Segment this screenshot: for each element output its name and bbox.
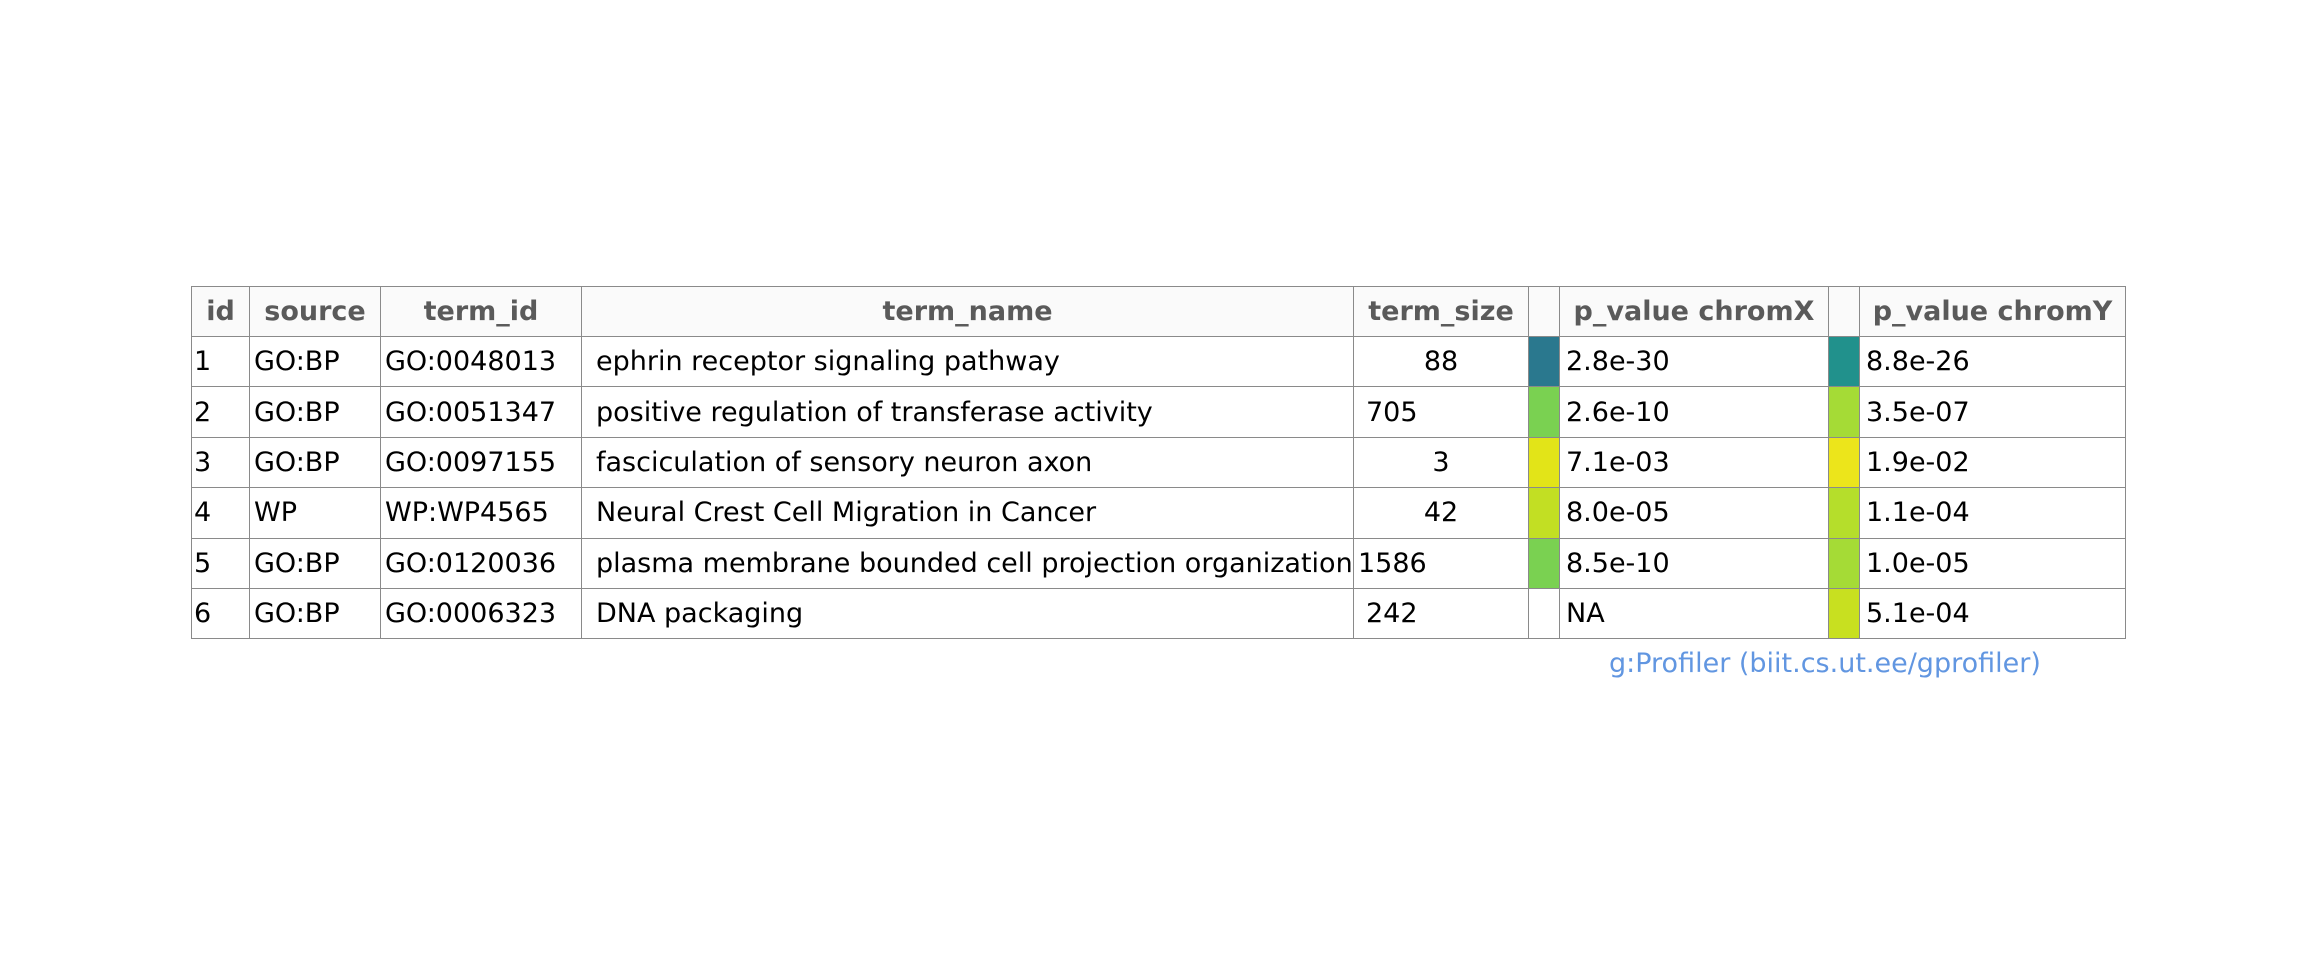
swatch-chromy-cell xyxy=(1828,336,1860,388)
term-size-cell: 242 xyxy=(1353,588,1529,640)
p-value-chromx-cell: 2.6e-10 xyxy=(1559,386,1829,438)
source-cell: GO:BP xyxy=(249,537,381,589)
term-size-cell: 88 xyxy=(1353,336,1529,388)
swatch-chromy-cell xyxy=(1828,588,1860,640)
header-p-value-chromy: p_value chromY xyxy=(1859,286,2126,337)
swatch-chromy-cell xyxy=(1828,436,1860,489)
source-cell: WP xyxy=(249,487,381,539)
term-name-cell: DNA packaging xyxy=(581,588,1354,640)
p-value-chromy-cell: 8.8e-26 xyxy=(1859,336,2126,388)
header-term-name: term_name xyxy=(581,286,1354,337)
swatch-chromx-cell xyxy=(1528,537,1560,589)
id-cell: 4 xyxy=(191,487,250,539)
swatch-chromy-cell xyxy=(1828,386,1860,438)
term-id-cell: GO:0006323 xyxy=(380,588,582,640)
term-id-cell: GO:0051347 xyxy=(380,386,582,438)
p-value-chromx-cell: 8.5e-10 xyxy=(1559,537,1829,589)
source-cell: GO:BP xyxy=(249,336,381,388)
term-name-cell: ephrin receptor signaling pathway xyxy=(581,336,1354,388)
gprofiler-credit[interactable]: g:Profiler (biit.cs.ut.ee/gprofiler) xyxy=(1609,648,2041,679)
swatch-chromx-cell xyxy=(1528,336,1560,388)
term-name-cell: fasciculation of sensory neuron axon xyxy=(581,436,1354,489)
term-size-cell: 42 xyxy=(1353,487,1529,539)
p-value-chromx-cell: 2.8e-30 xyxy=(1559,336,1829,388)
p-value-chromx-cell: 7.1e-03 xyxy=(1559,436,1829,489)
term-size-cell: 705 xyxy=(1353,386,1529,438)
header-p-value-chromx: p_value chromX xyxy=(1559,286,1829,337)
id-cell: 3 xyxy=(191,436,250,489)
term-size-cell: 1586 xyxy=(1353,537,1529,589)
id-cell: 6 xyxy=(191,588,250,640)
swatch-chromx-cell xyxy=(1528,588,1560,640)
p-value-chromy-cell: 5.1e-04 xyxy=(1859,588,2126,640)
term-name-cell: Neural Crest Cell Migration in Cancer xyxy=(581,487,1354,539)
p-value-chromx-cell: NA xyxy=(1559,588,1829,640)
source-cell: GO:BP xyxy=(249,436,381,489)
term-id-cell: GO:0048013 xyxy=(380,336,582,388)
term-id-cell: WP:WP4565 xyxy=(380,487,582,539)
swatch-chromx-cell xyxy=(1528,487,1560,539)
swatch-chromx-cell xyxy=(1528,386,1560,438)
p-value-chromy-cell: 1.9e-02 xyxy=(1859,436,2126,489)
p-value-chromy-cell: 3.5e-07 xyxy=(1859,386,2126,438)
header-source: source xyxy=(249,286,381,337)
source-cell: GO:BP xyxy=(249,588,381,640)
term-id-cell: GO:0097155 xyxy=(380,436,582,489)
swatch-chromx-cell xyxy=(1528,436,1560,489)
header-id: id xyxy=(191,286,250,337)
source-cell: GO:BP xyxy=(249,386,381,438)
swatch-chromy-cell xyxy=(1828,537,1860,589)
header-swatch-chromx xyxy=(1528,286,1560,337)
term-size-cell: 3 xyxy=(1353,436,1529,489)
header-swatch-chromy xyxy=(1828,286,1860,337)
swatch-chromy-cell xyxy=(1828,487,1860,539)
id-cell: 1 xyxy=(191,336,250,388)
term-name-cell: plasma membrane bounded cell projection … xyxy=(581,537,1354,589)
p-value-chromy-cell: 1.0e-05 xyxy=(1859,537,2126,589)
header-term-id: term_id xyxy=(380,286,582,337)
term-id-cell: GO:0120036 xyxy=(380,537,582,589)
id-cell: 5 xyxy=(191,537,250,589)
term-name-cell: positive regulation of transferase activ… xyxy=(581,386,1354,438)
p-value-chromx-cell: 8.0e-05 xyxy=(1559,487,1829,539)
id-cell: 2 xyxy=(191,386,250,438)
header-term-size: term_size xyxy=(1353,286,1529,337)
p-value-chromy-cell: 1.1e-04 xyxy=(1859,487,2126,539)
